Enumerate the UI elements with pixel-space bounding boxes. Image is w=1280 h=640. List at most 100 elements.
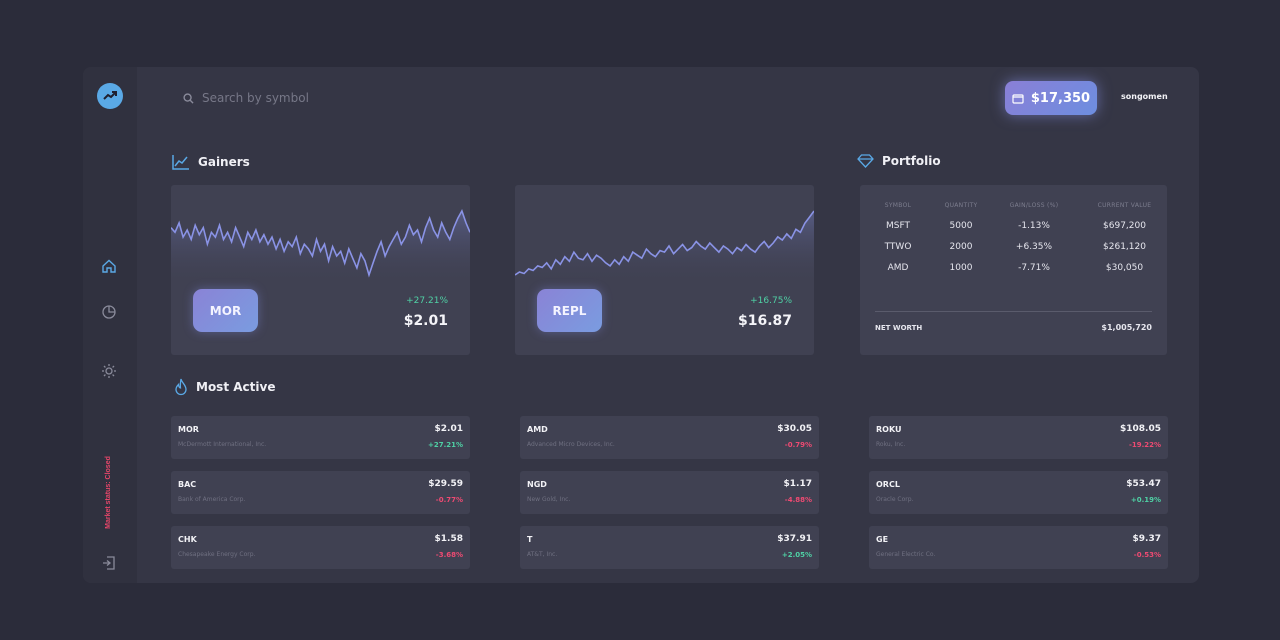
column-header: CURRENT VALUE [1097, 202, 1152, 209]
cell-symbol: AMD [887, 263, 909, 273]
gainer-card-repl[interactable]: REPL +16.75% $16.87 [515, 185, 814, 355]
most-active-title: Most Active [174, 378, 275, 396]
cell-quantity: 1000 [949, 263, 973, 273]
table-row[interactable]: TTWO 2000 +6.35% $261,120 [860, 242, 1167, 252]
gainer-card-mor[interactable]: MOR +27.21% $2.01 [171, 185, 470, 355]
stock-symbol: T [527, 535, 533, 544]
stock-price: $37.91 [777, 534, 812, 544]
balance-button[interactable]: $17,350 [1005, 81, 1097, 115]
search-input[interactable] [202, 91, 402, 105]
gainers-title-text: Gainers [198, 155, 250, 169]
chart-area [515, 211, 814, 285]
stock-change: -0.79% [784, 441, 812, 449]
stock-symbol: MOR [178, 425, 199, 434]
list-item[interactable]: GE General Electric Co. $9.37 -0.53% [869, 526, 1168, 569]
stock-price: $53.47 [1126, 479, 1161, 489]
cell-gain: -7.71% [1018, 263, 1050, 273]
gainers-title: Gainers [172, 154, 250, 170]
stock-change: -0.53% [1133, 551, 1161, 559]
list-item[interactable]: MOR McDermott International, Inc. $2.01 +27… [171, 416, 470, 459]
portfolio-table: SYMBOL QUANTITY GAIN/LOSS (%) CURRENT VA… [860, 185, 1167, 355]
stock-symbol: NGD [527, 480, 547, 489]
home-icon[interactable] [100, 257, 118, 275]
company-name: Roku, Inc. [876, 441, 906, 448]
column-header: QUANTITY [944, 202, 978, 209]
username[interactable]: songomen [1121, 92, 1168, 101]
chart-area [171, 211, 470, 285]
cell-value: $30,050 [1105, 263, 1144, 273]
cell-value: $697,200 [1103, 221, 1146, 231]
logout-icon[interactable] [100, 554, 118, 572]
most-active-title-text: Most Active [196, 380, 276, 394]
list-item[interactable]: T AT&T, Inc. $37.91 +2.05% [520, 526, 819, 569]
stock-symbol: GE [876, 535, 889, 544]
stock-symbol: AMD [527, 425, 548, 434]
gainer-change: +27.21% [406, 296, 448, 306]
stock-symbol: ROKU [876, 425, 902, 434]
ticker-pill[interactable]: MOR [193, 289, 258, 332]
ticker-pill[interactable]: REPL [537, 289, 602, 332]
stock-symbol: BAC [178, 480, 197, 489]
chart-line [171, 209, 470, 278]
list-item[interactable]: NGD New Gold, Inc. $1.17 -4.88% [520, 471, 819, 514]
cell-gain: -1.13% [1018, 221, 1050, 231]
gainer-price: $2.01 [403, 313, 448, 329]
stock-symbol: CHK [178, 535, 197, 544]
stock-change: +27.21% [427, 441, 463, 449]
net-worth-value: $1,005,720 [1101, 323, 1152, 332]
company-name: Chesapeake Energy Corp. [178, 551, 256, 558]
company-name: Oracle Corp. [876, 496, 914, 503]
portfolio-title: Portfolio [857, 154, 941, 168]
app-window: Market status: Closed $17,350 songomen G… [83, 67, 1199, 583]
line-chart-icon [172, 155, 189, 170]
gainer-price: $16.87 [737, 313, 792, 329]
stock-change: -0.77% [435, 496, 463, 504]
search-bar[interactable] [183, 89, 402, 107]
diamond-icon [857, 154, 874, 168]
stock-symbol: ORCL [876, 480, 900, 489]
search-icon [183, 92, 194, 104]
list-item[interactable]: ROKU Roku, Inc. $108.05 -19.22% [869, 416, 1168, 459]
stock-price: $1.17 [783, 479, 812, 489]
market-status-label: Market status: Closed [100, 447, 116, 537]
stock-price: $29.59 [428, 479, 463, 489]
pie-chart-icon[interactable] [100, 303, 118, 321]
column-header: GAIN/LOSS (%) [1009, 202, 1059, 209]
company-name: Advanced Micro Devices, Inc. [527, 441, 615, 448]
stock-price: $2.01 [434, 424, 463, 434]
gainer-chart [515, 210, 814, 285]
stock-price: $30.05 [777, 424, 812, 434]
table-row[interactable]: AMD 1000 -7.71% $30,050 [860, 263, 1167, 273]
list-item[interactable]: CHK Chesapeake Energy Corp. $1.58 -3.68% [171, 526, 470, 569]
sun-icon[interactable] [100, 362, 118, 380]
gainer-change: +16.75% [750, 296, 792, 306]
cell-quantity: 5000 [949, 221, 973, 231]
divider [875, 311, 1152, 312]
portfolio-title-text: Portfolio [882, 154, 941, 168]
market-status-text: Market status: Closed [104, 455, 112, 529]
stock-price: $9.37 [1132, 534, 1161, 544]
trending-up-icon[interactable] [97, 83, 123, 109]
gainer-chart [171, 209, 470, 285]
wallet-icon [1012, 93, 1024, 104]
table-row[interactable]: MSFT 5000 -1.13% $697,200 [860, 221, 1167, 231]
cell-gain: +6.35% [1015, 242, 1053, 252]
company-name: General Electric Co. [876, 551, 936, 558]
chart-line [515, 210, 814, 276]
company-name: McDermott International, Inc. [178, 441, 267, 448]
list-item[interactable]: BAC Bank of America Corp. $29.59 -0.77% [171, 471, 470, 514]
stock-change: -19.22% [1128, 441, 1161, 449]
column-header: SYMBOL [884, 202, 912, 209]
stock-price: $108.05 [1120, 424, 1161, 434]
balance-amount: $17,350 [1030, 90, 1091, 106]
stock-change: -4.88% [784, 496, 812, 504]
cell-symbol: TTWO [884, 242, 912, 252]
list-item[interactable]: ORCL Oracle Corp. $53.47 +0.19% [869, 471, 1168, 514]
cell-value: $261,120 [1103, 242, 1146, 252]
sidebar: Market status: Closed [83, 67, 137, 583]
stock-change: +2.05% [781, 551, 812, 559]
company-name: AT&T, Inc. [527, 551, 558, 558]
company-name: Bank of America Corp. [178, 496, 246, 503]
list-item[interactable]: AMD Advanced Micro Devices, Inc. $30.05 -0.… [520, 416, 819, 459]
flame-icon [175, 378, 187, 396]
